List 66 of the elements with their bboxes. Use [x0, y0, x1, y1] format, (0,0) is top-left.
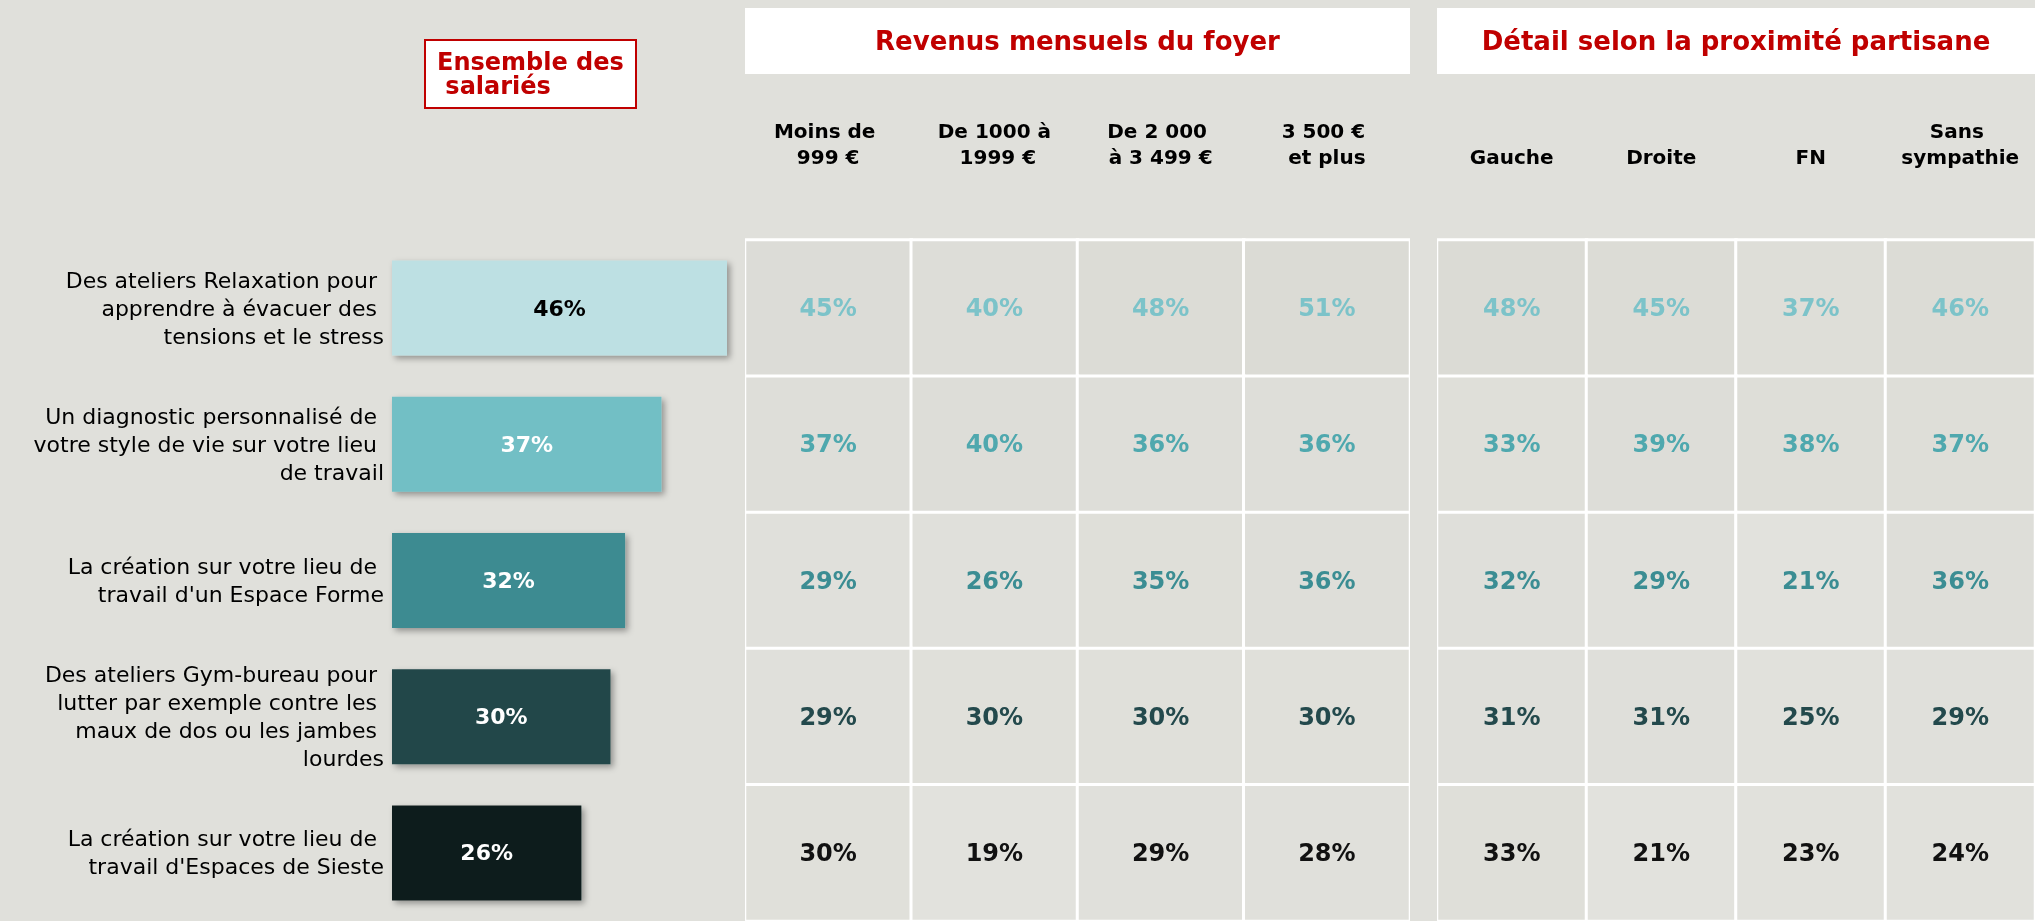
data-label: 30% — [1298, 702, 1356, 731]
data-label: 38% — [1782, 430, 1840, 459]
y-tick-label: Des ateliers Relaxation pour apprendre à évacuer des tensions et le stress — [65, 267, 384, 349]
y-tick-label: La création sur votre lieu de travail d'Espaces de Sieste — [67, 826, 384, 880]
data-label: 32% — [1483, 566, 1541, 595]
chart-title: Détail selon la proximité partisane — [1481, 26, 1991, 56]
data-label: 33% — [1483, 430, 1541, 459]
data-label: 24% — [1931, 838, 1989, 867]
data-label: 30% — [1131, 702, 1190, 731]
data-label: 37% — [799, 430, 857, 459]
bar — [392, 396, 662, 492]
data-label: 29% — [1632, 566, 1690, 595]
data-label: 26% — [965, 566, 1024, 595]
data-label: 23% — [1782, 838, 1840, 867]
data-label: 30% — [965, 702, 1024, 731]
data-label: 26% — [460, 840, 514, 866]
data-label: 25% — [1782, 702, 1840, 731]
chart-title: Ensemble des salariés — [437, 48, 624, 100]
data-label: 30% — [799, 838, 857, 867]
data-label: 40% — [965, 430, 1024, 459]
data-label: 39% — [1632, 430, 1690, 459]
x-tick-label: De 2 000 à 3 499 € — [1107, 119, 1214, 169]
x-tick-label: Sans sympathie — [1901, 119, 2020, 169]
data-label: 29% — [799, 702, 857, 731]
data-label: 35% — [1131, 566, 1190, 595]
data-label: 48% — [1483, 294, 1541, 323]
data-label: 37% — [1931, 430, 1989, 459]
data-label: 19% — [965, 838, 1024, 867]
bar — [392, 260, 727, 356]
bar — [392, 805, 582, 901]
data-label: 29% — [1931, 702, 1989, 731]
chart-title: Revenus mensuels du foyer — [875, 26, 1281, 56]
data-label: 32% — [482, 568, 535, 593]
data-label: 37% — [500, 431, 554, 457]
y-tick-label: Un diagnostic personnalisé de votre style de vie sur votre lieu de travail — [33, 403, 384, 485]
data-label: 33% — [1483, 838, 1541, 867]
data-label: 51% — [1298, 294, 1356, 323]
bar — [392, 533, 626, 628]
bar — [392, 669, 611, 765]
y-tick-label: La création sur votre lieu de travail d'un Espace Forme — [67, 554, 384, 607]
data-label: 45% — [799, 294, 857, 323]
data-label: 21% — [1782, 566, 1840, 595]
data-label: 29% — [799, 566, 857, 595]
data-label: 36% — [1298, 566, 1356, 595]
x-tick-label: 3 500 € et plus — [1281, 119, 1373, 169]
data-label: 28% — [1298, 838, 1356, 867]
data-label: 30% — [474, 704, 528, 730]
data-label: 37% — [1782, 294, 1840, 323]
data-label: 46% — [1931, 294, 1989, 323]
y-tick-label: Des ateliers Gym-bureau pour lutter par exemple contre les maux de dos ou les jambes lourdes — [44, 662, 384, 772]
data-label: 21% — [1632, 838, 1690, 867]
data-label: 36% — [1298, 430, 1356, 459]
data-label: 29% — [1131, 838, 1190, 867]
data-label: 36% — [1131, 430, 1190, 459]
data-label: 40% — [965, 294, 1024, 323]
data-label: 48% — [1131, 294, 1190, 323]
x-tick-label: De 1000 à 1999 € — [937, 119, 1052, 169]
data-label: 45% — [1632, 294, 1690, 323]
x-tick-label: Moins de 999 € — [773, 119, 883, 169]
x-tick-label: Droite — [1626, 145, 1697, 169]
data-label: 36% — [1931, 566, 1989, 595]
data-label: 46% — [533, 295, 586, 321]
x-tick-label: Gauche — [1469, 145, 1554, 169]
data-label: 31% — [1483, 702, 1541, 731]
x-tick-label: FN — [1795, 145, 1826, 169]
data-label: 31% — [1632, 702, 1690, 731]
